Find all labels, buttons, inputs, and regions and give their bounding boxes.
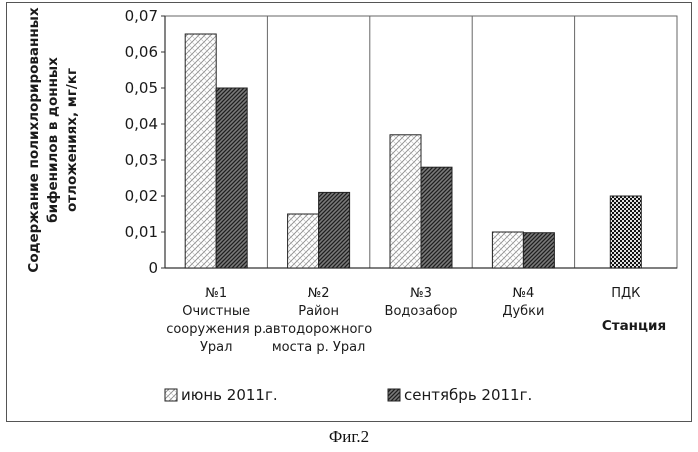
y-tick-label: 0,07	[125, 7, 158, 25]
category-label: сооружения р.	[166, 322, 266, 337]
category-label: Дубки	[502, 304, 544, 319]
bar-check	[610, 196, 641, 268]
bar-dark	[216, 88, 247, 268]
category-label: автодорожного	[265, 322, 372, 337]
category-label: №4	[513, 286, 535, 301]
category-label: моста р. Урал	[272, 340, 366, 355]
y-tick-label: 0,03	[125, 151, 158, 169]
legend-swatch	[165, 389, 177, 401]
category-label: №2	[308, 286, 330, 301]
y-tick-label: 0,05	[125, 79, 158, 97]
y-tick-label: 0,04	[125, 115, 158, 133]
x-axis-title: Станция	[602, 318, 666, 334]
y-tick-label: 0,06	[125, 43, 158, 61]
category-label: Очистные	[182, 304, 250, 319]
bar-light	[288, 214, 319, 268]
category-label: Район	[298, 304, 339, 319]
legend-swatch	[388, 389, 400, 401]
category-label: ПДК	[611, 286, 640, 301]
legend-label: сентябрь 2011г.	[404, 386, 532, 404]
y-tick-label: 0	[148, 259, 158, 277]
bar-dark	[523, 233, 554, 268]
y-axis-title: бифенилов в донных	[45, 57, 61, 223]
figure-caption: Фиг.2	[0, 427, 698, 447]
category-label: №3	[410, 286, 432, 301]
bar-light	[185, 34, 216, 268]
bars	[185, 34, 641, 268]
y-axis-title: отложениях, мг/кг	[64, 68, 80, 212]
y-axis-title: Содержание полихлорированных	[26, 7, 42, 272]
y-tick-label: 0,02	[125, 187, 158, 205]
bar-dark	[421, 167, 452, 268]
legend-label: июнь 2011г.	[181, 386, 278, 404]
bar-dark	[319, 192, 350, 268]
category-label: №1	[205, 286, 227, 301]
chart: 0 0,01 0,02 0,03 0,04 0,05 0,06 0,07 №1 Очистные…	[0, 0, 698, 425]
bar-light	[492, 232, 523, 268]
bar-light	[390, 135, 421, 268]
legend: июнь 2011г. сентябрь 2011г.	[165, 386, 532, 404]
category-label: Водозабор	[385, 304, 458, 319]
category-label: Урал	[200, 340, 232, 355]
y-tick-label: 0,01	[125, 223, 158, 241]
labels: №1 Очистные сооружения р. Урал №2 Район автодо…	[26, 7, 666, 355]
